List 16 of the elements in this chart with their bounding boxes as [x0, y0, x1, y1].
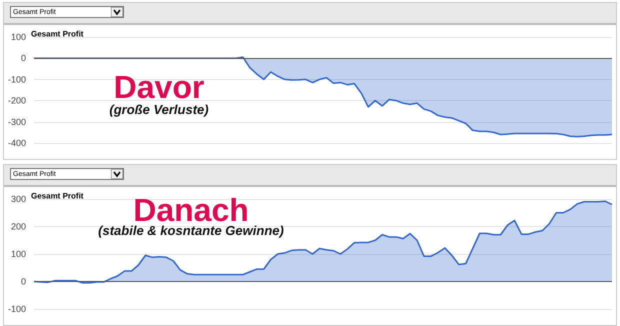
y-tick-label: -200 [8, 96, 26, 106]
annotation: (stabile & kosntante Gewinne) [98, 223, 284, 238]
annotation: Davor [114, 69, 204, 105]
y-tick-label: 0 [20, 276, 26, 286]
y-tick-label: -100 [8, 74, 26, 84]
chart-title: Gesamt Profit [31, 192, 84, 200]
y-tick-label: -400 [8, 138, 26, 148]
y-tick-label: 0 [20, 53, 26, 64]
y-tick-label: 300 [10, 194, 26, 204]
y-tick-label: 100 [10, 249, 26, 259]
chart-title: Gesamt Profit [31, 30, 84, 38]
annotation: (große Verluste) [109, 102, 209, 117]
y-tick-label: -300 [8, 116, 26, 127]
y-tick-label: 200 [10, 222, 26, 232]
y-tick-label: 100 [10, 32, 26, 42]
y-tick-label: -100 [8, 304, 26, 314]
